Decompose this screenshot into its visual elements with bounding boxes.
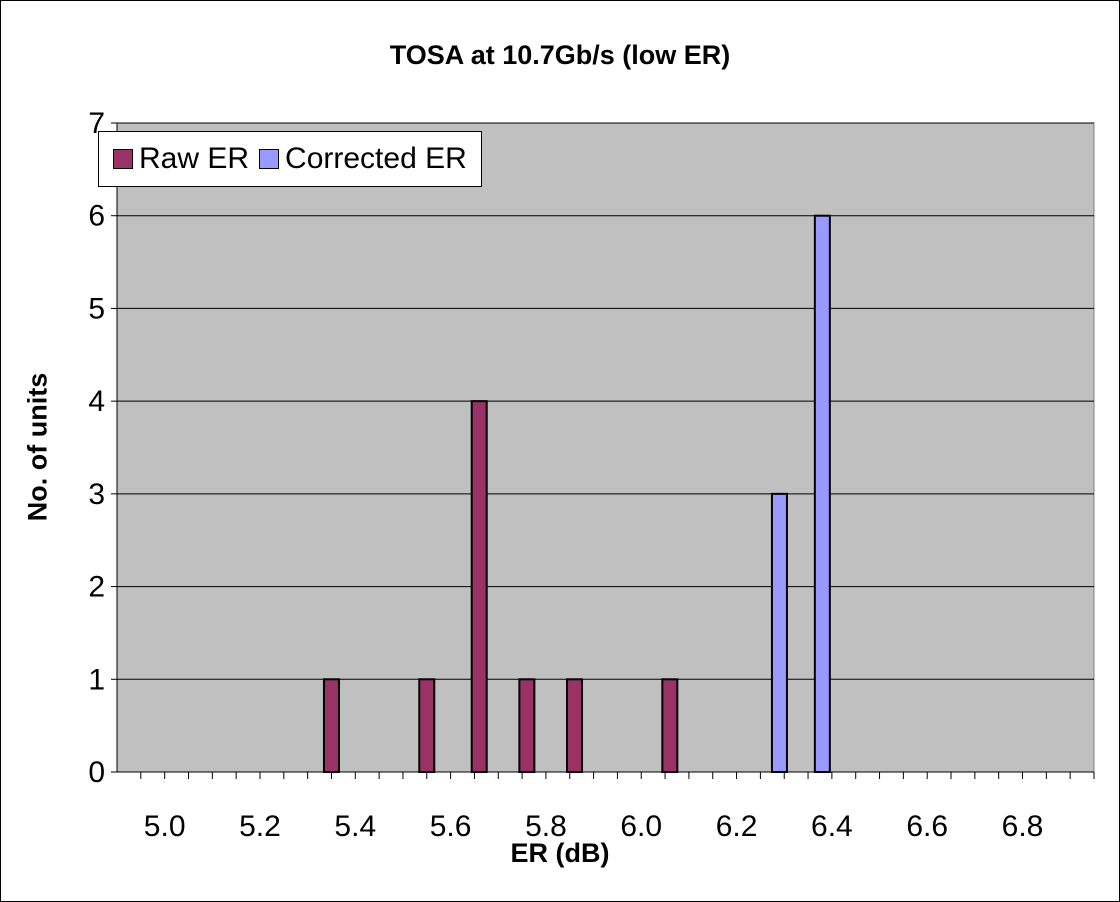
bar-corrected-er <box>813 214 831 773</box>
x-axis-label: ER (dB) <box>510 838 610 868</box>
y-tick-label: 6 <box>88 200 105 233</box>
x-tick-label: 5.2 <box>239 810 281 843</box>
x-tick-label: 5.8 <box>525 810 567 843</box>
x-tick-label: 6.8 <box>1002 810 1044 843</box>
y-tick-label: 0 <box>88 756 105 789</box>
legend-entry-corrected: Corrected ER <box>259 142 467 176</box>
bar-raw-er <box>322 678 340 773</box>
x-tick-label: 6.4 <box>811 810 853 843</box>
x-tick-label: 6.2 <box>716 810 758 843</box>
chart-title: TOSA at 10.7Gb/s (low ER) <box>389 40 731 70</box>
bar-raw-er <box>661 678 679 773</box>
y-tick-label: 4 <box>88 385 105 418</box>
legend-label-raw: Raw ER <box>139 142 250 175</box>
plot-area <box>116 122 1095 773</box>
legend-swatch-corrected <box>259 149 280 169</box>
y-tick-label: 2 <box>88 571 105 604</box>
legend-entry-raw: Raw ER <box>113 142 249 176</box>
bar-raw-er <box>470 400 488 773</box>
x-tick-label: 6.6 <box>906 810 948 843</box>
y-tick-label: 5 <box>88 292 105 325</box>
bar-raw-er <box>418 678 436 773</box>
x-tick-label: 5.0 <box>144 810 186 843</box>
x-tick-label: 5.4 <box>334 810 376 843</box>
x-tick-label: 6.0 <box>620 810 662 843</box>
bar-corrected-er <box>770 492 788 773</box>
y-tick-label: 3 <box>88 478 105 511</box>
y-axis-label: No. of units <box>22 372 53 522</box>
legend-label-corrected: Corrected ER <box>285 142 467 175</box>
y-tick-label: 1 <box>88 663 105 696</box>
legend-swatch-raw <box>113 149 133 169</box>
bar-raw-er <box>518 678 536 773</box>
legend: Raw ER Corrected ER <box>98 131 482 187</box>
bar-raw-er <box>566 678 584 773</box>
x-tick-label: 5.6 <box>430 810 472 843</box>
